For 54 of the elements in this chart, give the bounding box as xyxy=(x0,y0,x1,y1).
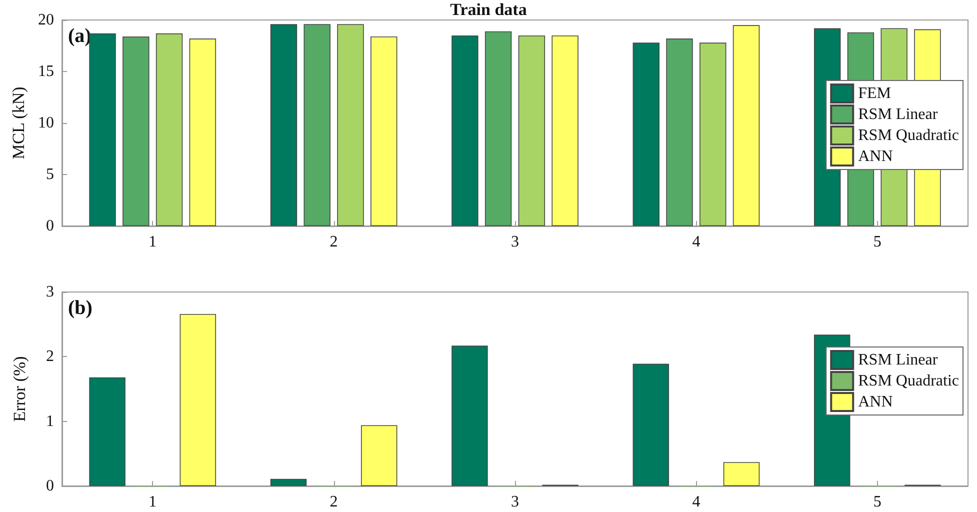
bar xyxy=(632,364,670,486)
bar xyxy=(89,377,126,486)
legend-label: RSM Linear xyxy=(858,352,938,368)
legend-label: RSM Quadratic xyxy=(858,127,959,144)
legend-label: ANN xyxy=(858,148,894,165)
y-tick-label: 3 xyxy=(46,284,54,300)
bar xyxy=(89,33,116,226)
y-tick-label: 1 xyxy=(46,412,54,430)
x-tick-label: 2 xyxy=(330,234,338,250)
legend-label: FEM xyxy=(858,85,892,102)
bar xyxy=(732,25,760,226)
y-tick-label: 20 xyxy=(38,12,54,28)
legend-label: RSM Linear xyxy=(858,106,938,123)
bar xyxy=(452,35,478,226)
bar xyxy=(180,314,216,486)
x-tick-label: 5 xyxy=(873,494,882,510)
x-tick-label: 1 xyxy=(148,494,157,510)
bar xyxy=(337,24,364,226)
x-tick-label: 4 xyxy=(692,234,700,250)
annotation: (a) xyxy=(68,25,92,47)
bar xyxy=(370,36,398,226)
bar xyxy=(700,42,726,226)
bar xyxy=(723,462,760,486)
y-axis-title: Error (%) xyxy=(10,356,29,422)
bar xyxy=(156,33,183,226)
annotation: (b) xyxy=(68,297,92,319)
bar xyxy=(632,42,660,226)
bar xyxy=(518,35,546,226)
bar xyxy=(270,24,298,226)
legend-label: RSM Quadratic xyxy=(858,372,959,390)
bar xyxy=(304,24,330,226)
x-tick-label: 4 xyxy=(692,494,700,510)
bar xyxy=(360,425,398,486)
y-tick-label: 0 xyxy=(46,478,54,494)
y-tick-label: 0 xyxy=(46,218,54,234)
y-axis-title: MCL (kN) xyxy=(9,86,28,160)
x-tick-label: 1 xyxy=(148,234,157,250)
bar xyxy=(189,38,216,226)
x-tick-label: 3 xyxy=(511,494,519,510)
bar xyxy=(122,36,150,226)
bar xyxy=(666,38,693,226)
y-tick-label: 15 xyxy=(38,63,54,80)
bar xyxy=(452,346,488,486)
x-tick-label: 5 xyxy=(873,234,882,250)
y-tick-label: 5 xyxy=(46,166,54,183)
y-tick-label: 10 xyxy=(38,114,54,132)
y-tick-label: 2 xyxy=(46,348,54,366)
x-tick-label: 3 xyxy=(511,234,519,250)
x-tick-label: 2 xyxy=(330,494,338,510)
bar xyxy=(270,478,307,486)
legend-label: ANN xyxy=(858,394,894,410)
chart-title: Train data xyxy=(450,0,528,19)
bar xyxy=(552,35,578,226)
bar xyxy=(484,31,512,226)
